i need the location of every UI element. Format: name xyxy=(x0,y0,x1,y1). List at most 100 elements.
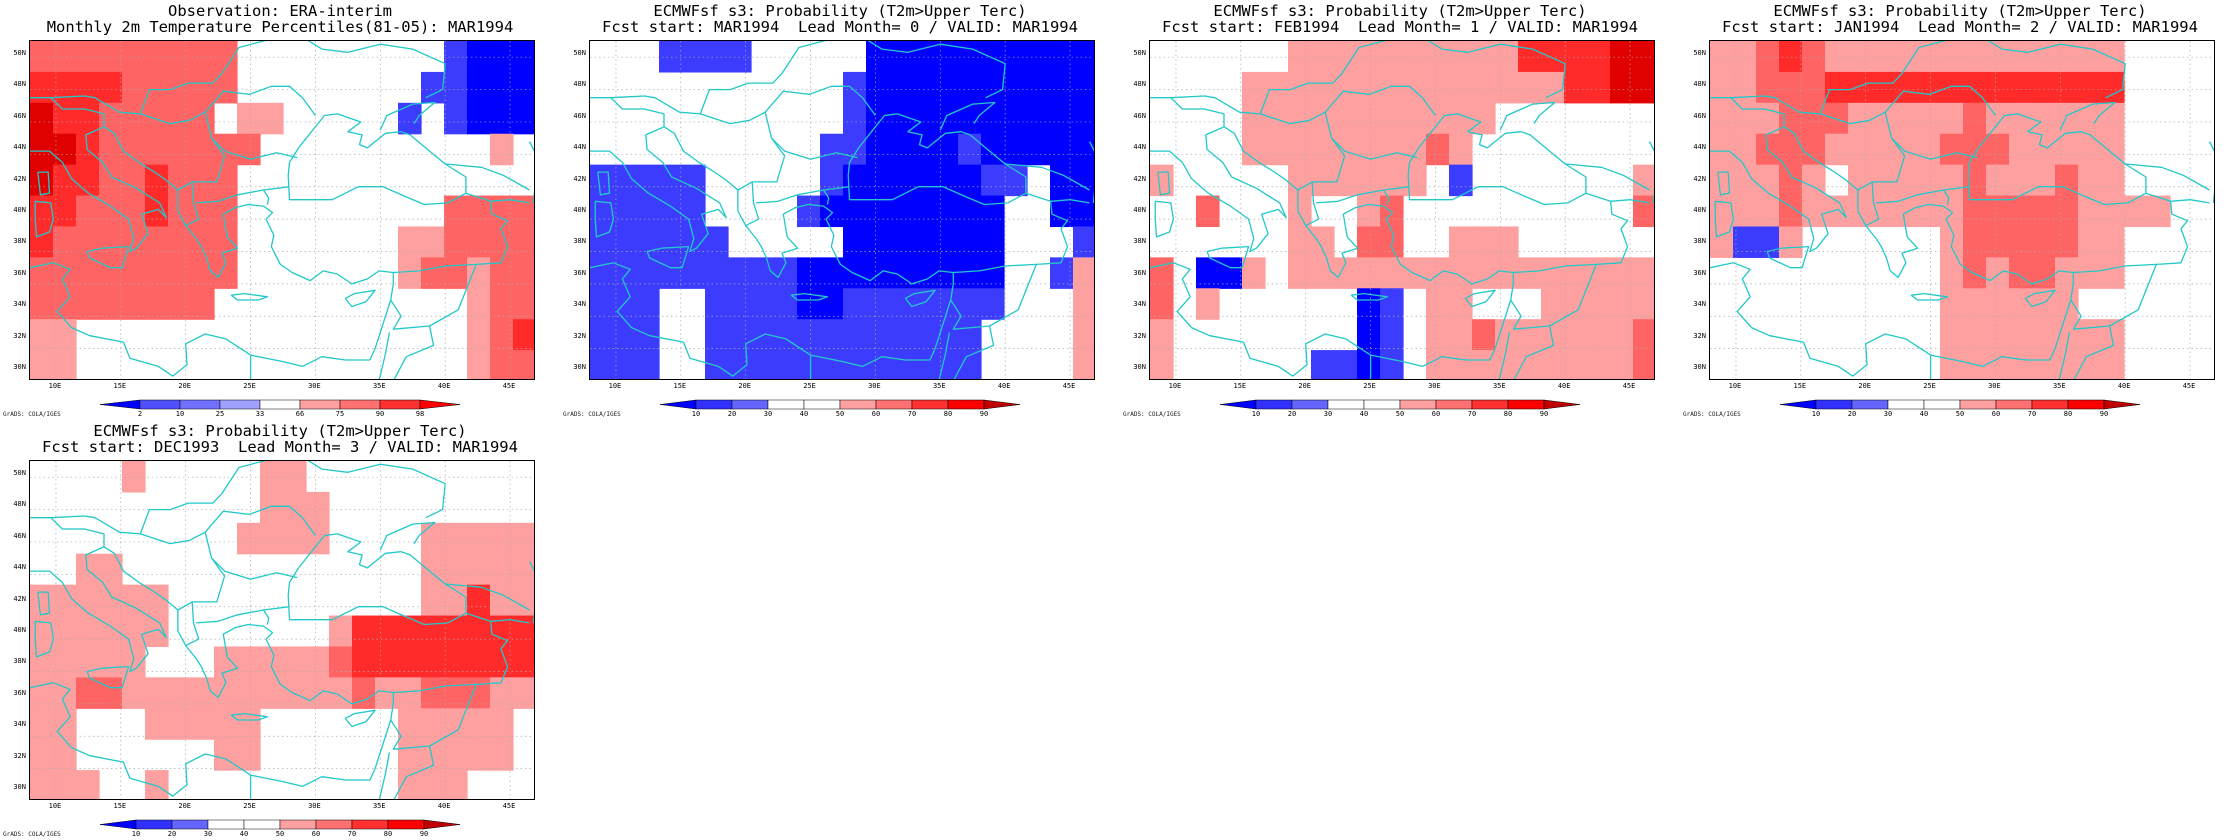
latitude-label: 42N xyxy=(573,174,586,183)
grid-cell xyxy=(1380,71,1404,104)
coastline xyxy=(1510,264,1597,330)
grid-cell xyxy=(99,71,123,104)
longitude-label: 35E xyxy=(372,382,386,390)
grid-cell xyxy=(889,226,913,258)
panel-title-line1: ECMWFsf s3: Probability (T2m>Upper Terc) xyxy=(653,2,1027,20)
coastline xyxy=(185,601,200,647)
panel-title-line2: Monthly 2m Temperature Percentiles(81-05… xyxy=(46,18,514,36)
grid-cell xyxy=(843,226,867,258)
grid-cell xyxy=(421,71,445,104)
grid-cell xyxy=(590,350,614,379)
grid-cell xyxy=(797,288,821,320)
coastline xyxy=(1967,113,2147,206)
grid-cell xyxy=(53,646,77,678)
grid-cell xyxy=(1986,133,2010,166)
colorbar-segment xyxy=(1959,399,1997,410)
coastline xyxy=(1157,171,1171,196)
latitude-label: 40N xyxy=(13,206,26,214)
grid-cell xyxy=(1380,41,1404,73)
coastline xyxy=(465,612,530,624)
coastline xyxy=(287,113,467,206)
grid-cell xyxy=(889,71,913,104)
colorbar-segment xyxy=(659,399,697,410)
grid-cell xyxy=(935,226,959,258)
colorbar-segment xyxy=(1923,399,1961,410)
map-frame xyxy=(29,460,535,800)
grid-cell xyxy=(398,257,422,289)
coastline xyxy=(1513,325,1555,379)
grid-cell xyxy=(1426,257,1450,289)
coastline xyxy=(700,85,876,125)
longitude-label: 15E xyxy=(1793,382,1807,390)
longitude-label: 20E xyxy=(738,382,752,390)
grid-cell xyxy=(1357,226,1381,258)
coastline xyxy=(953,201,1069,274)
grid-cell xyxy=(2009,133,2033,166)
grid-cell xyxy=(76,288,100,320)
grid-cell xyxy=(1472,71,1496,104)
grid-cell xyxy=(1610,257,1634,289)
grid-cell xyxy=(168,133,192,166)
grid-cell xyxy=(421,739,445,771)
coastline xyxy=(393,745,435,799)
grid-cell xyxy=(168,102,192,135)
grid-cell xyxy=(30,71,54,104)
grid-cell xyxy=(490,133,514,166)
grid-cell xyxy=(1940,133,1964,166)
grid-cell xyxy=(866,319,890,351)
colorbar-label: 60 xyxy=(311,830,321,838)
colorbar-segment xyxy=(911,399,949,410)
colorbar-segment xyxy=(315,819,353,830)
colorbar-segment xyxy=(135,819,173,830)
grid-cell xyxy=(467,319,491,351)
coastline xyxy=(379,521,436,551)
latitude-label: 40N xyxy=(13,626,26,634)
grid-cell xyxy=(145,41,169,73)
longitude-label: 40E xyxy=(1557,382,1571,390)
grid-cell xyxy=(283,646,307,678)
coastline xyxy=(1150,262,1490,377)
grid-cell xyxy=(912,350,936,379)
probability-map xyxy=(30,461,534,799)
colorbar-segment xyxy=(1507,399,1545,410)
colorbar-segment xyxy=(1995,399,2033,410)
grid-cell xyxy=(774,350,798,379)
grid-cell xyxy=(1472,257,1496,289)
coastline xyxy=(597,171,611,196)
coastline xyxy=(30,126,167,253)
grid-cell xyxy=(53,770,77,799)
grid-cell xyxy=(1288,226,1312,258)
coastline xyxy=(822,189,830,205)
coastline xyxy=(1150,126,1287,253)
grid-cell xyxy=(191,288,215,320)
grid-cell xyxy=(1073,288,1094,320)
grid-cell xyxy=(122,288,146,320)
coastline xyxy=(2073,201,2189,274)
grid-cell xyxy=(513,319,534,351)
grid-cell xyxy=(1449,41,1473,73)
grid-cell xyxy=(1050,102,1074,135)
grid-cell xyxy=(122,102,146,135)
grid-cell xyxy=(1495,319,1519,351)
coastline xyxy=(86,665,130,689)
grid-cell xyxy=(705,319,729,351)
grid-cell xyxy=(1633,257,1654,289)
grid-cell xyxy=(1311,133,1335,166)
panel-title-line2: Fcst start: FEB1994 Lead Month= 1 / VALI… xyxy=(1162,18,1638,36)
grid-cell xyxy=(1073,257,1094,289)
grid-cell xyxy=(613,288,637,320)
coastline xyxy=(1710,262,2050,377)
grid-cell xyxy=(1779,226,1803,258)
colorbar-label: 90 xyxy=(375,410,385,418)
grid-cell xyxy=(1610,71,1634,104)
grid-cell xyxy=(421,584,445,617)
coastline xyxy=(30,461,264,535)
grid-cell xyxy=(191,41,215,73)
grid-cell xyxy=(467,350,491,379)
grid-cell xyxy=(2078,41,2102,73)
grid-cell xyxy=(1963,319,1987,351)
grid-cell xyxy=(1986,288,2010,320)
grid-cell xyxy=(237,708,261,740)
coastline xyxy=(103,126,274,279)
coastline xyxy=(1876,186,1970,204)
